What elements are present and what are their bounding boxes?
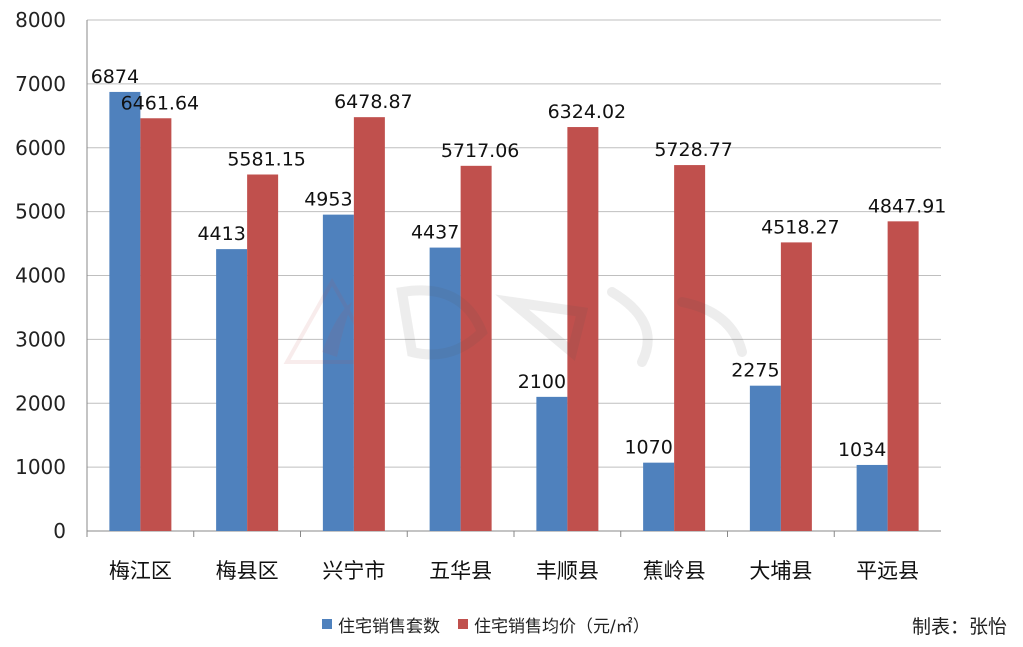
bar xyxy=(780,242,812,531)
bar xyxy=(567,127,599,531)
bar xyxy=(353,117,385,532)
bar xyxy=(322,214,354,531)
bar xyxy=(856,464,888,531)
data-label: 5717.06 xyxy=(441,140,520,162)
bar xyxy=(460,165,492,531)
x-tick-label: 平远县 xyxy=(856,559,919,583)
y-tick-label: 4000 xyxy=(15,264,66,288)
legend-label-units: 住宅销售套数 xyxy=(338,616,440,637)
data-label: 4518.27 xyxy=(761,216,840,238)
bars xyxy=(109,91,919,532)
bar xyxy=(643,462,675,531)
data-label: 6478.87 xyxy=(334,91,413,113)
bar xyxy=(749,385,781,531)
bar xyxy=(536,396,568,531)
x-tick-label: 梅县区 xyxy=(216,559,279,583)
x-tick-label: 梅江区 xyxy=(109,559,172,583)
legend-item-units: 住宅销售套数 xyxy=(322,612,440,637)
data-label: 4437 xyxy=(411,222,459,244)
bar xyxy=(429,247,461,532)
bar xyxy=(109,91,141,531)
legend-label-price: 住宅销售均价（元/㎡） xyxy=(474,616,650,637)
data-label: 4953 xyxy=(304,189,352,211)
x-tick-label: 丰顺县 xyxy=(536,559,599,583)
y-tick-label: 3000 xyxy=(15,327,66,351)
data-label: 6874 xyxy=(91,66,139,88)
y-tick-label: 0 xyxy=(53,519,66,543)
bar xyxy=(216,249,248,531)
data-label: 1070 xyxy=(624,437,672,459)
bar xyxy=(887,221,919,531)
legend: 住宅销售套数 住宅销售均价（元/㎡） xyxy=(322,612,668,637)
data-label: 4847.91 xyxy=(868,195,947,217)
legend-item-price: 住宅销售均价（元/㎡） xyxy=(458,612,650,637)
y-tick-label: 6000 xyxy=(15,136,66,160)
y-tick-label: 2000 xyxy=(15,391,66,415)
data-labels: 6874 6461.64 4413 5581.15 4953 6478.87 4437 571… xyxy=(91,66,947,461)
data-label: 5581.15 xyxy=(227,149,306,171)
x-tick-label: 五华县 xyxy=(429,559,492,583)
y-tick-label: 1000 xyxy=(15,455,66,479)
credit-text: 制表：张怡 xyxy=(911,616,1007,638)
bar xyxy=(247,174,279,532)
legend-swatch-red xyxy=(458,619,468,629)
bar xyxy=(674,165,706,531)
watermark-logo xyxy=(283,277,747,367)
data-label: 6461.64 xyxy=(121,92,200,114)
x-axis-ticks: 梅江区 梅县区 兴宁市 五华县 丰顺县 蕉岭县 大埔县 平远县 xyxy=(86,531,919,583)
x-tick-label: 大埔县 xyxy=(749,559,812,583)
bar-chart: 0 1000 2000 3000 4000 5000 6000 7000 8000 6874 64… xyxy=(15,8,947,583)
data-label: 5728.77 xyxy=(654,139,733,161)
y-axis-ticks: 0 1000 2000 3000 4000 5000 6000 7000 8000 xyxy=(15,8,66,543)
legend-swatch-blue xyxy=(322,619,332,629)
bar xyxy=(140,118,172,531)
data-label: 6324.02 xyxy=(548,101,627,123)
data-label: 2100 xyxy=(518,371,566,393)
data-label: 2275 xyxy=(731,360,779,382)
y-tick-label: 7000 xyxy=(15,72,66,96)
data-label: 4413 xyxy=(197,223,245,245)
data-label: 1034 xyxy=(838,439,886,461)
y-tick-label: 8000 xyxy=(15,8,66,32)
x-tick-label: 蕉岭县 xyxy=(643,559,706,583)
x-tick-label: 兴宁市 xyxy=(322,559,385,583)
y-tick-label: 5000 xyxy=(15,200,66,224)
